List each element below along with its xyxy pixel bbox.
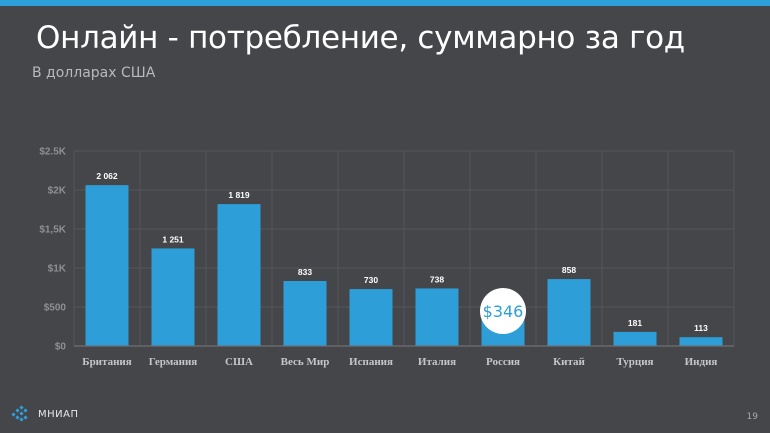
bar bbox=[415, 288, 459, 346]
bar-value-label: 2 062 bbox=[96, 171, 118, 181]
bar-value-label: 833 bbox=[298, 267, 312, 277]
page-title: Онлайн - потребление, суммарно за год bbox=[36, 20, 685, 56]
bar-value-label: 1 819 bbox=[228, 190, 250, 200]
y-tick-label: $500 bbox=[44, 303, 67, 314]
x-category-label: Индия bbox=[685, 356, 718, 368]
x-category-label: Весь Мир bbox=[281, 356, 330, 368]
x-category-label: США bbox=[225, 356, 253, 368]
logo-icon bbox=[11, 405, 28, 422]
y-tick-label: $0 bbox=[55, 342, 67, 353]
highlight-value-label: $346 bbox=[483, 302, 524, 321]
x-category-label: Россия bbox=[486, 356, 520, 368]
bar-value-label: 113 bbox=[694, 323, 708, 333]
x-category-label: Италия bbox=[418, 356, 456, 368]
bar bbox=[217, 204, 261, 346]
bar-value-label: 1 251 bbox=[162, 234, 184, 244]
x-category-label: Испания bbox=[349, 356, 393, 368]
bar bbox=[151, 248, 195, 346]
x-category-label: Британия bbox=[82, 356, 131, 368]
x-category-label: Турция bbox=[616, 356, 653, 368]
bar-value-label: 730 bbox=[364, 275, 378, 285]
page-number: 19 bbox=[746, 412, 758, 422]
y-tick-label: $2.5K bbox=[39, 147, 66, 158]
bar bbox=[349, 289, 393, 346]
top-accent-bar bbox=[0, 0, 770, 6]
y-tick-label: $1,5K bbox=[39, 225, 66, 236]
bar bbox=[283, 281, 327, 346]
bar-value-label: 738 bbox=[430, 274, 444, 284]
bar bbox=[547, 279, 591, 346]
x-category-label: Германия bbox=[149, 356, 198, 368]
y-tick-label: $2K bbox=[48, 186, 67, 197]
page-subtitle: В долларах США bbox=[32, 65, 156, 81]
bar-value-label: 858 bbox=[562, 265, 576, 275]
bar bbox=[613, 331, 657, 346]
bar bbox=[679, 337, 723, 346]
bar-value-label: 181 bbox=[628, 318, 642, 328]
logo-text: МНИАП bbox=[38, 408, 79, 420]
logo: МНИАП bbox=[10, 405, 79, 423]
x-category-label: Китай bbox=[553, 356, 585, 368]
y-tick-label: $1K bbox=[48, 264, 67, 275]
bar bbox=[85, 185, 129, 346]
highlight-bubble bbox=[480, 288, 526, 334]
